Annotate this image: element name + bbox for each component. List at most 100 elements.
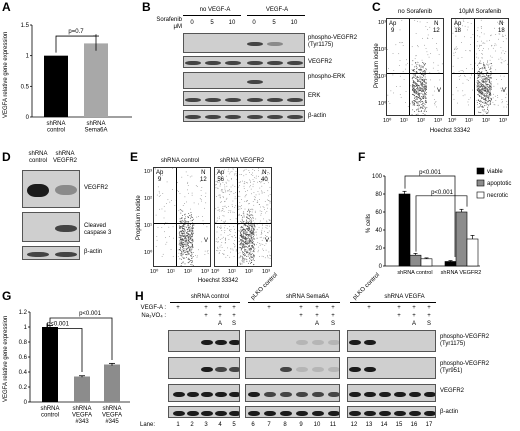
tick-label-g: 0.2 bbox=[19, 385, 28, 391]
band bbox=[205, 61, 221, 65]
band bbox=[296, 366, 308, 372]
tick-label-f: 80 bbox=[375, 192, 382, 198]
facs-title-e-2: shRNA VEGFR2 bbox=[219, 158, 265, 164]
quadrant-line bbox=[409, 19, 410, 115]
C-plot-1: Ap 9 N 12 V bbox=[386, 18, 444, 116]
band bbox=[215, 339, 227, 345]
quadrant-n: N 12 bbox=[200, 170, 207, 183]
plus-sign: + bbox=[427, 305, 431, 311]
facs-tick-e: 10² bbox=[184, 269, 192, 275]
quadrant-line bbox=[387, 72, 443, 74]
blot-label-h-1: phospho-VEGFR2 (Tyr1175) bbox=[440, 334, 490, 347]
plus-sign: + bbox=[267, 305, 271, 311]
band bbox=[264, 391, 276, 397]
blot-label-b-4: ERK bbox=[308, 93, 321, 99]
marker-A: A bbox=[314, 321, 319, 327]
bar-f-viable bbox=[398, 193, 411, 267]
plus-sign: + bbox=[412, 313, 416, 319]
blot-h-3-1 bbox=[168, 384, 240, 402]
marker-S: S bbox=[426, 321, 431, 327]
lane-number-10: 10 bbox=[313, 422, 321, 428]
band bbox=[267, 61, 283, 65]
tick-label-f: 100 bbox=[372, 174, 383, 180]
blot-h-1-3 bbox=[347, 330, 436, 352]
band bbox=[27, 183, 49, 197]
blot-h-1-2 bbox=[245, 330, 340, 352]
tick-label-a: 1.5 bbox=[21, 23, 30, 29]
lane-number-16: 16 bbox=[410, 422, 418, 428]
bar-g-2 bbox=[74, 376, 90, 402]
band bbox=[229, 391, 239, 397]
quadrant-line bbox=[215, 223, 271, 224]
band bbox=[248, 410, 260, 416]
panel-label-f: F bbox=[358, 150, 366, 164]
blot-h-2-2 bbox=[245, 357, 340, 379]
blot-label-b-5: β-actin bbox=[308, 113, 327, 119]
facs-title-e-1: shRNA control bbox=[160, 158, 200, 164]
plus-sign: + bbox=[218, 313, 222, 319]
tick-label-g: 1 bbox=[24, 325, 28, 331]
lane-label-d-2: shRNA VEGFR2 bbox=[52, 151, 77, 164]
bar-f-necrotic bbox=[420, 258, 433, 267]
band bbox=[328, 366, 339, 372]
E-plot-1: Ap 9 N 12 V bbox=[153, 167, 211, 267]
legend-swatch-viable bbox=[476, 167, 485, 175]
blot-b-4 bbox=[183, 91, 305, 106]
band bbox=[364, 366, 376, 372]
group-label-h-3: shRNA Sema6A bbox=[285, 294, 330, 300]
bar-chart-f: 0 20 40 60 80 100 shRNA control shRNA VEGFR2 p<0… bbox=[372, 167, 511, 276]
significance-bracket-f-1 bbox=[404, 175, 456, 257]
bar-g-1 bbox=[42, 327, 58, 402]
blot-label-b-2: VEGFR2 bbox=[308, 59, 333, 65]
band bbox=[185, 115, 201, 119]
plus-sign: + bbox=[331, 305, 335, 311]
blot-h-1-1 bbox=[168, 330, 240, 352]
row-label-vegfa: VEGF-A : bbox=[140, 305, 166, 311]
lane-number-1: 1 bbox=[176, 422, 180, 428]
axis-label-c-x: Hoechst 33342 bbox=[429, 128, 471, 134]
significance-bracket-a bbox=[55, 34, 97, 53]
category-label-a: shRNA Sema6A bbox=[84, 121, 107, 134]
band bbox=[287, 115, 303, 119]
band bbox=[225, 61, 241, 65]
panel-label-b: B bbox=[142, 0, 151, 14]
scatter-dots bbox=[215, 168, 271, 266]
band bbox=[328, 339, 339, 345]
band bbox=[229, 366, 239, 372]
facs-title-c-1: no Sorafenib bbox=[397, 9, 433, 15]
band bbox=[187, 391, 199, 397]
tick-label-g: 1.2 bbox=[19, 310, 28, 316]
band bbox=[247, 61, 263, 65]
quadrant-n: N 40 bbox=[261, 170, 268, 183]
condition-underline bbox=[183, 15, 241, 16]
blot-b-2 bbox=[183, 56, 305, 68]
band bbox=[409, 410, 421, 416]
category-label-g: shRNA control bbox=[40, 406, 59, 419]
band bbox=[205, 97, 221, 102]
facs-tick-c: 10¹ bbox=[465, 118, 473, 124]
quadrant-n: N 12 bbox=[433, 21, 440, 34]
quadrant-line bbox=[176, 168, 177, 266]
sorafenib-label: Sorafenib μM bbox=[156, 17, 182, 30]
bar-chart-g: 0 0.2 0.4 0.6 0.8 1 1.2 shRNA control shRNA VEGFA #… bbox=[19, 310, 130, 425]
facs-tick-c: 10⁰ bbox=[383, 118, 392, 124]
band bbox=[27, 251, 49, 257]
band bbox=[296, 410, 308, 416]
group-underline bbox=[248, 302, 340, 303]
lane-number-5: 5 bbox=[232, 422, 236, 428]
plus-sign: + bbox=[315, 305, 319, 311]
axis-label-a-y: VEGFA relative gene expression bbox=[3, 31, 9, 118]
tick-label-a: 0.5 bbox=[21, 84, 30, 90]
band bbox=[185, 61, 201, 65]
p-value-g-1: p<0.001 bbox=[47, 322, 70, 328]
bar-f-necrotic bbox=[466, 238, 479, 267]
band bbox=[201, 339, 213, 345]
facs-tick-c: 10² bbox=[482, 118, 490, 124]
plus-sign: + bbox=[331, 313, 335, 319]
E-plot-2: Ap 56 N 40 V bbox=[214, 167, 272, 267]
quadrant-ap: Ap 9 bbox=[389, 21, 397, 34]
band bbox=[55, 224, 77, 232]
band bbox=[379, 391, 391, 397]
lane-number-12: 12 bbox=[350, 422, 358, 428]
